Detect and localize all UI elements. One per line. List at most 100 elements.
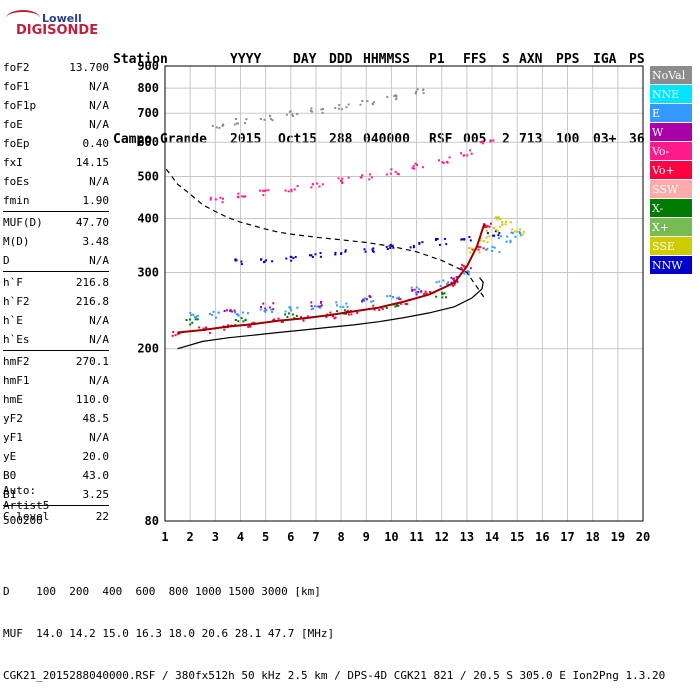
data-point-vo- — [483, 226, 486, 228]
data-point-nnw — [460, 238, 463, 241]
data-point-noval — [244, 122, 246, 125]
data-point-x- — [397, 304, 400, 307]
data-point-sse — [485, 236, 488, 239]
data-point-vo- — [412, 165, 415, 168]
x-tick-label: 4 — [237, 530, 244, 544]
data-point-noval — [337, 107, 340, 110]
data-point-noval — [371, 102, 374, 105]
data-point-e — [259, 308, 262, 311]
legend-item-x-: X- — [650, 199, 692, 218]
data-point-e — [466, 270, 469, 273]
auto-info: Auto: Artist5 500200 — [3, 483, 49, 528]
data-point-w — [452, 278, 455, 281]
data-point-e — [319, 306, 322, 309]
data-point-sse — [522, 233, 524, 236]
data-point-nnw — [285, 257, 288, 260]
data-point-vo- — [372, 304, 375, 307]
data-point-nnw — [436, 238, 439, 240]
data-point-noval — [309, 109, 312, 112]
header-value-5: RSF — [429, 132, 453, 147]
param-row: fmin 1.90 — [3, 191, 109, 210]
data-point-vo- — [261, 189, 264, 192]
data-point-nnw — [445, 243, 448, 246]
param-value: N/A — [89, 175, 109, 188]
x-tick-label: 19 — [611, 530, 625, 544]
data-point-x- — [185, 319, 188, 321]
data-point-vo- — [489, 139, 492, 142]
header-value-4: 040000 — [363, 132, 410, 147]
data-point-noval — [310, 107, 313, 110]
legend-item-vo-: Vo+ — [650, 161, 692, 180]
param-row: h`E N/A — [3, 311, 109, 330]
header-label-6: FFS — [463, 52, 487, 67]
data-point-e — [506, 235, 509, 238]
profile-dashed-black — [165, 168, 485, 299]
data-point-nnw — [372, 247, 375, 250]
data-point-vo- — [171, 334, 174, 337]
header-label-0: Station — [113, 52, 168, 67]
y-tick-label: 900 — [137, 59, 159, 73]
param-value: N/A — [89, 254, 109, 267]
data-point-nnw — [340, 253, 343, 255]
legend-item-noval: NoVal — [650, 66, 692, 85]
param-value: N/A — [89, 80, 109, 93]
data-point-vo- — [350, 313, 353, 316]
data-point-noval — [234, 118, 237, 120]
data-point-noval — [345, 106, 348, 109]
data-point-sse — [479, 239, 482, 242]
data-point-vo- — [446, 160, 448, 163]
data-point-nnw — [386, 248, 389, 250]
data-point-sse — [496, 218, 499, 221]
data-point-vo- — [347, 176, 350, 179]
data-point-vo- — [423, 292, 426, 295]
param-key: MUF(D) — [3, 216, 43, 229]
data-point-noval — [270, 117, 272, 120]
y-tick-label: 400 — [137, 211, 159, 225]
data-point-nnw — [438, 243, 441, 246]
data-point-e — [420, 291, 423, 294]
data-point-vo- — [214, 198, 217, 201]
data-point-x- — [343, 309, 346, 312]
data-point-vo- — [210, 196, 213, 199]
data-point-nnw — [412, 244, 415, 247]
legend-item-x-: X+ — [650, 218, 692, 237]
x-tick-label: 17 — [560, 530, 574, 544]
param-key: fmin — [3, 194, 30, 207]
param-row: C-level 22 — [3, 507, 109, 526]
header-label-5: P1 — [429, 52, 445, 67]
param-row: foEp 0.40 — [3, 134, 109, 153]
data-point-x- — [443, 292, 446, 295]
data-point-x- — [441, 293, 444, 296]
data-point-vo- — [470, 152, 473, 155]
data-point-nnw — [334, 251, 337, 254]
data-point-vo- — [290, 190, 293, 193]
profile-solid-black — [177, 277, 484, 350]
data-point-noval — [395, 98, 398, 101]
data-point-nnw — [497, 234, 500, 237]
data-point-w — [225, 309, 228, 312]
param-row: h`F 216.8 — [3, 273, 109, 292]
data-point-vo- — [425, 292, 428, 295]
data-point-x- — [196, 318, 199, 321]
data-point-e — [345, 302, 348, 305]
x-tick-label: 15 — [510, 530, 524, 544]
data-point-vo- — [337, 177, 340, 180]
data-point-vo- — [296, 185, 299, 187]
data-point-vo- — [429, 291, 432, 293]
data-point-vo- — [421, 166, 424, 169]
data-point-nnw — [392, 246, 395, 249]
data-point-vo- — [332, 315, 334, 318]
data-point-e — [312, 307, 315, 310]
data-point-vo- — [290, 188, 293, 191]
data-point-vo- — [453, 279, 455, 282]
data-point-vo- — [244, 195, 247, 198]
data-point-vo- — [480, 141, 483, 144]
param-key: h`E — [3, 314, 23, 327]
data-point-nnw — [294, 256, 297, 258]
param-row: D N/A — [3, 251, 109, 270]
data-point-nnw — [240, 263, 243, 266]
data-point-nnw — [310, 254, 313, 257]
data-point-vo- — [227, 324, 230, 327]
data-point-noval — [359, 103, 362, 106]
data-point-noval — [395, 95, 398, 98]
